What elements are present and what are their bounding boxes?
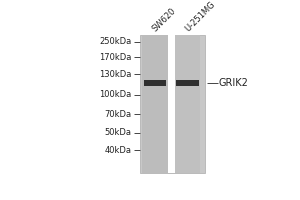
Bar [140,35,205,173]
Bar [176,80,199,86]
Text: GRIK2: GRIK2 [219,78,249,88]
Text: SW620: SW620 [151,6,178,33]
Bar [144,80,166,86]
Text: 100kDa: 100kDa [99,90,132,99]
Text: 130kDa: 130kDa [99,70,132,79]
Text: 40kDa: 40kDa [105,146,132,155]
Bar [175,35,200,173]
Bar [142,35,168,173]
Text: 50kDa: 50kDa [105,128,132,137]
Text: 250kDa: 250kDa [99,37,132,46]
Text: U-251MG: U-251MG [183,0,217,33]
Text: 70kDa: 70kDa [104,110,132,119]
Text: 170kDa: 170kDa [99,53,132,62]
Bar [168,35,175,173]
